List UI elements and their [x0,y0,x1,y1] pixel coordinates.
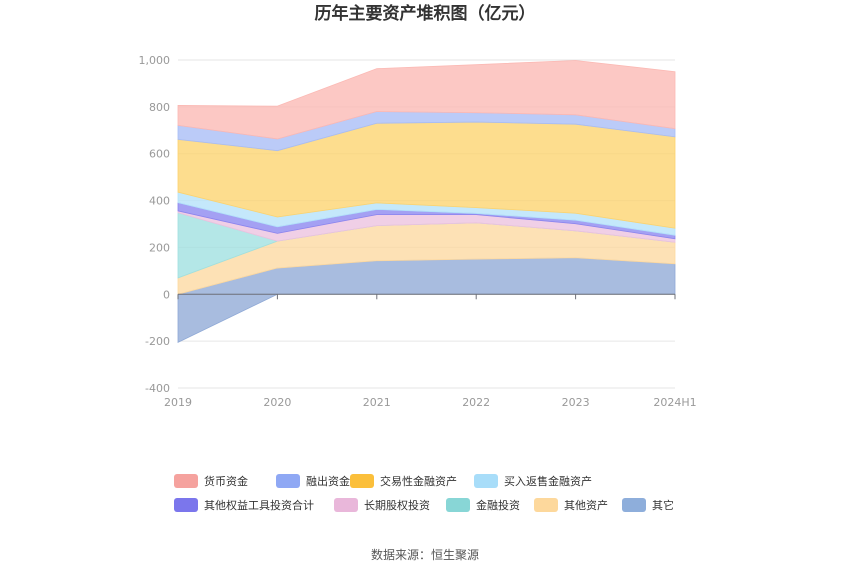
legend-item[interactable]: 其他权益工具投资合计 [174,498,314,512]
y-tick-label: 800 [149,101,170,114]
legend-swatch [534,498,558,512]
y-tick-label: -200 [145,335,170,348]
source-note: 数据来源：恒生聚源 [371,547,479,562]
legend-swatch [350,474,374,488]
legend-item[interactable]: 其它 [622,498,674,512]
legend-label: 其他权益工具投资合计 [204,498,314,512]
legend-swatch [334,498,358,512]
legend-item[interactable]: 长期股权投资 [334,498,430,512]
legend-item[interactable]: 买入返售金融资产 [474,474,592,488]
stacked-areas [177,60,676,343]
legend-label: 金融投资 [476,498,520,512]
axes: -400 -200 0 200 400 600 800 1,000 2019 2020 2021 20… [139,54,697,409]
x-tick-label: 2021 [363,396,391,409]
legend-label: 其他资产 [564,498,608,512]
legend-label: 融出资金 [306,474,350,488]
y-tick-label: -400 [145,382,170,395]
legend-item[interactable]: 交易性金融资产 [350,474,457,488]
legend-item[interactable]: 金融投资 [446,498,520,512]
legend-item[interactable]: 融出资金 [276,474,350,488]
area-series [177,60,676,140]
x-tick-label: 2024H1 [653,396,696,409]
legend-label: 长期股权投资 [364,498,430,512]
y-tick-label: 200 [149,241,170,254]
legend-label: 其它 [652,498,674,512]
x-tick-label: 2023 [562,396,590,409]
legend-label: 交易性金融资产 [380,474,457,488]
legend-swatch [276,474,300,488]
legend-swatch [174,498,198,512]
legend-item[interactable]: 其他资产 [534,498,608,512]
legend-swatch [474,474,498,488]
x-tick-label: 2020 [263,396,291,409]
y-tick-label: 1,000 [139,54,171,67]
y-tick-label: 600 [149,148,170,161]
legend-swatch [174,474,198,488]
x-tick-label: 2022 [462,396,490,409]
y-tick-label: 400 [149,195,170,208]
legend-item[interactable]: 货币资金 [174,474,248,488]
legend-label: 货币资金 [204,474,248,488]
legend-swatch [446,498,470,512]
chart-title: 历年主要资产堆积图（亿元） [315,3,536,24]
legend-label: 买入返售金融资产 [504,474,592,488]
legend-swatch [622,498,646,512]
y-tick-label: 0 [163,288,170,301]
x-tick-label: 2019 [164,396,192,409]
